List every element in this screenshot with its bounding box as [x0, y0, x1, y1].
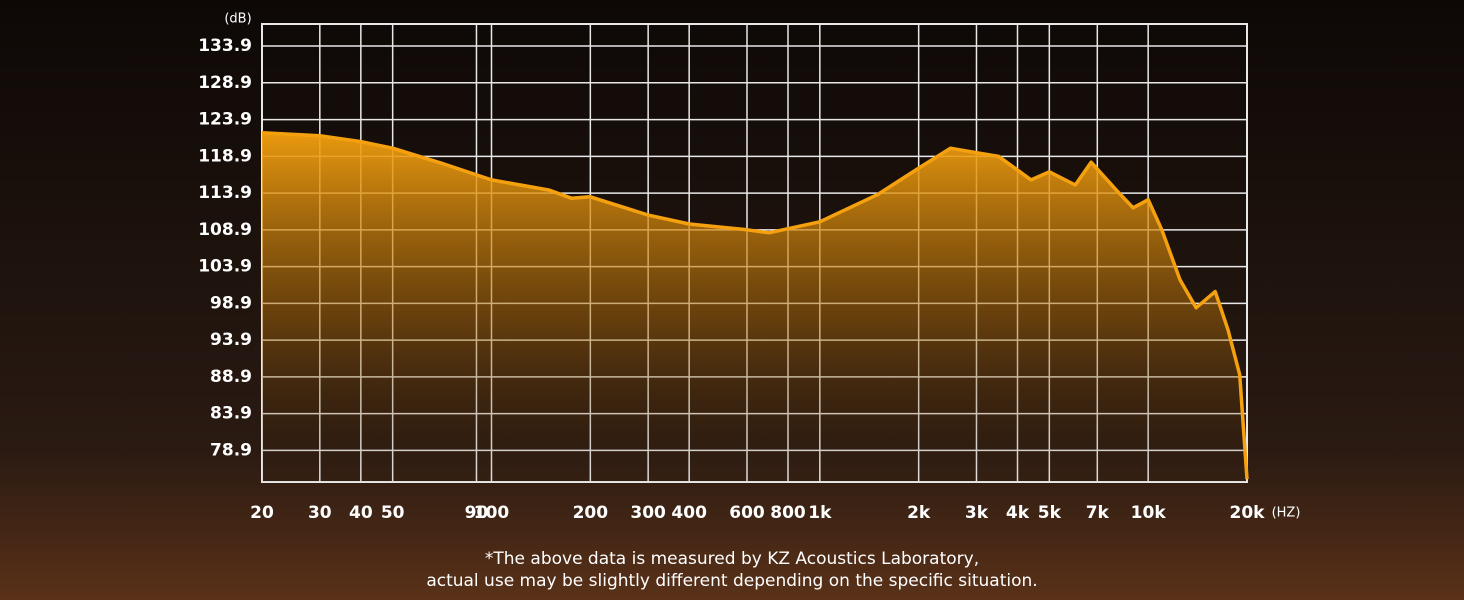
response-line [261, 131, 1249, 480]
y-tick-label: 98.9 [210, 293, 252, 313]
x-tick-label: 5k [1038, 503, 1062, 523]
x-tick-label: 200 [573, 503, 609, 523]
x-tick-label: 100 [474, 503, 510, 523]
footnote: *The above data is measured by KZ Acoust… [485, 549, 979, 569]
x-tick-label: 50 [381, 503, 405, 523]
x-tick-label: 30 [308, 503, 332, 523]
y-tick-label: 128.9 [198, 73, 252, 93]
y-tick-label: 93.9 [210, 330, 252, 350]
x-tick-label: 40 [349, 503, 373, 523]
y-tick-label: 133.9 [198, 36, 252, 56]
y-tick-label: 118.9 [198, 146, 252, 166]
x-tick-label: 300 [630, 503, 666, 523]
y-tick-label: 108.9 [198, 220, 252, 240]
y-tick-label: 123.9 [198, 110, 252, 130]
x-tick-label: 7k [1086, 503, 1110, 523]
x-tick-label: 3k [965, 503, 989, 523]
x-tick-label: 800 [770, 503, 806, 523]
x-tick-label: 4k [1006, 503, 1030, 523]
x-tick-label: 1k [808, 503, 832, 523]
x-tick-label: 2k [907, 503, 931, 523]
x-tick-label: 20k [1230, 503, 1266, 523]
x-tick-label: 90 [465, 503, 489, 523]
x-tick-label: 10k [1131, 503, 1167, 523]
y-tick-label: 88.9 [210, 367, 252, 387]
y-tick-label: 83.9 [210, 404, 252, 424]
y-tick-label: 103.9 [198, 257, 252, 277]
x-tick-label: 400 [671, 503, 707, 523]
footnote: actual use may be slightly different dep… [426, 571, 1037, 591]
y-tick-label: 78.9 [210, 440, 252, 460]
x-axis-label: (HZ) [1272, 506, 1301, 521]
y-axis-label: (dB) [224, 12, 251, 27]
y-tick-label: 113.9 [198, 183, 252, 203]
x-tick-label: 600 [729, 503, 765, 523]
area-fill [262, 132, 1247, 483]
x-tick-label: 20 [250, 503, 274, 523]
